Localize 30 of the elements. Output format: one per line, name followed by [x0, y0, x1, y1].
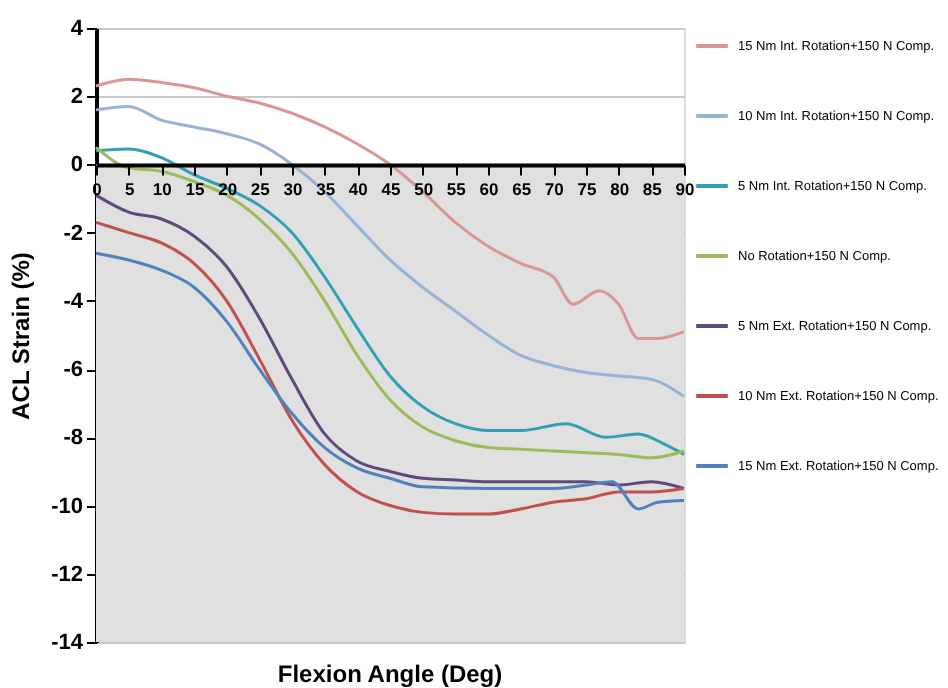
y-tick-label: -14 — [51, 631, 85, 655]
x-tick-label: 85 — [642, 179, 663, 200]
x-tick-label: 15 — [185, 179, 205, 200]
y-axis-title: ACL Strain (%) — [7, 252, 36, 420]
y-tick-label: -4 — [63, 289, 85, 314]
x-tick-label: 35 — [316, 179, 336, 200]
x-tick-label: 65 — [512, 179, 532, 200]
y-tick-label: 4 — [70, 17, 85, 41]
x-tick-label: 60 — [479, 179, 499, 200]
y-tick-label: 0 — [70, 153, 83, 178]
x-tick-label: 90 — [675, 179, 695, 200]
x-tick-label: 50 — [414, 179, 434, 200]
line-series — [94, 193, 686, 490]
x-tick-label: 45 — [381, 179, 401, 200]
x-tick-label: 80 — [610, 179, 630, 200]
x-tick-label: 5 — [124, 179, 135, 200]
x-tick-label: 30 — [283, 179, 303, 200]
x-axis-title: Flexion Angle (Deg) — [277, 660, 503, 688]
x-tick-label: 40 — [348, 179, 369, 200]
x-tick-label: 10 — [152, 179, 173, 200]
y-tick-label: -10 — [51, 494, 83, 519]
x-tick-label: 25 — [250, 179, 271, 200]
y-tick-label: -12 — [51, 562, 83, 587]
y-tick-label: 2 — [70, 85, 83, 110]
y-tick-label: -8 — [63, 426, 83, 451]
x-tick-label: 55 — [446, 179, 467, 200]
y-tick-label: -2 — [63, 221, 83, 246]
x-tick-label: 70 — [544, 179, 565, 200]
y-tick-label: -6 — [63, 358, 83, 383]
x-tick-label: 75 — [577, 179, 597, 200]
